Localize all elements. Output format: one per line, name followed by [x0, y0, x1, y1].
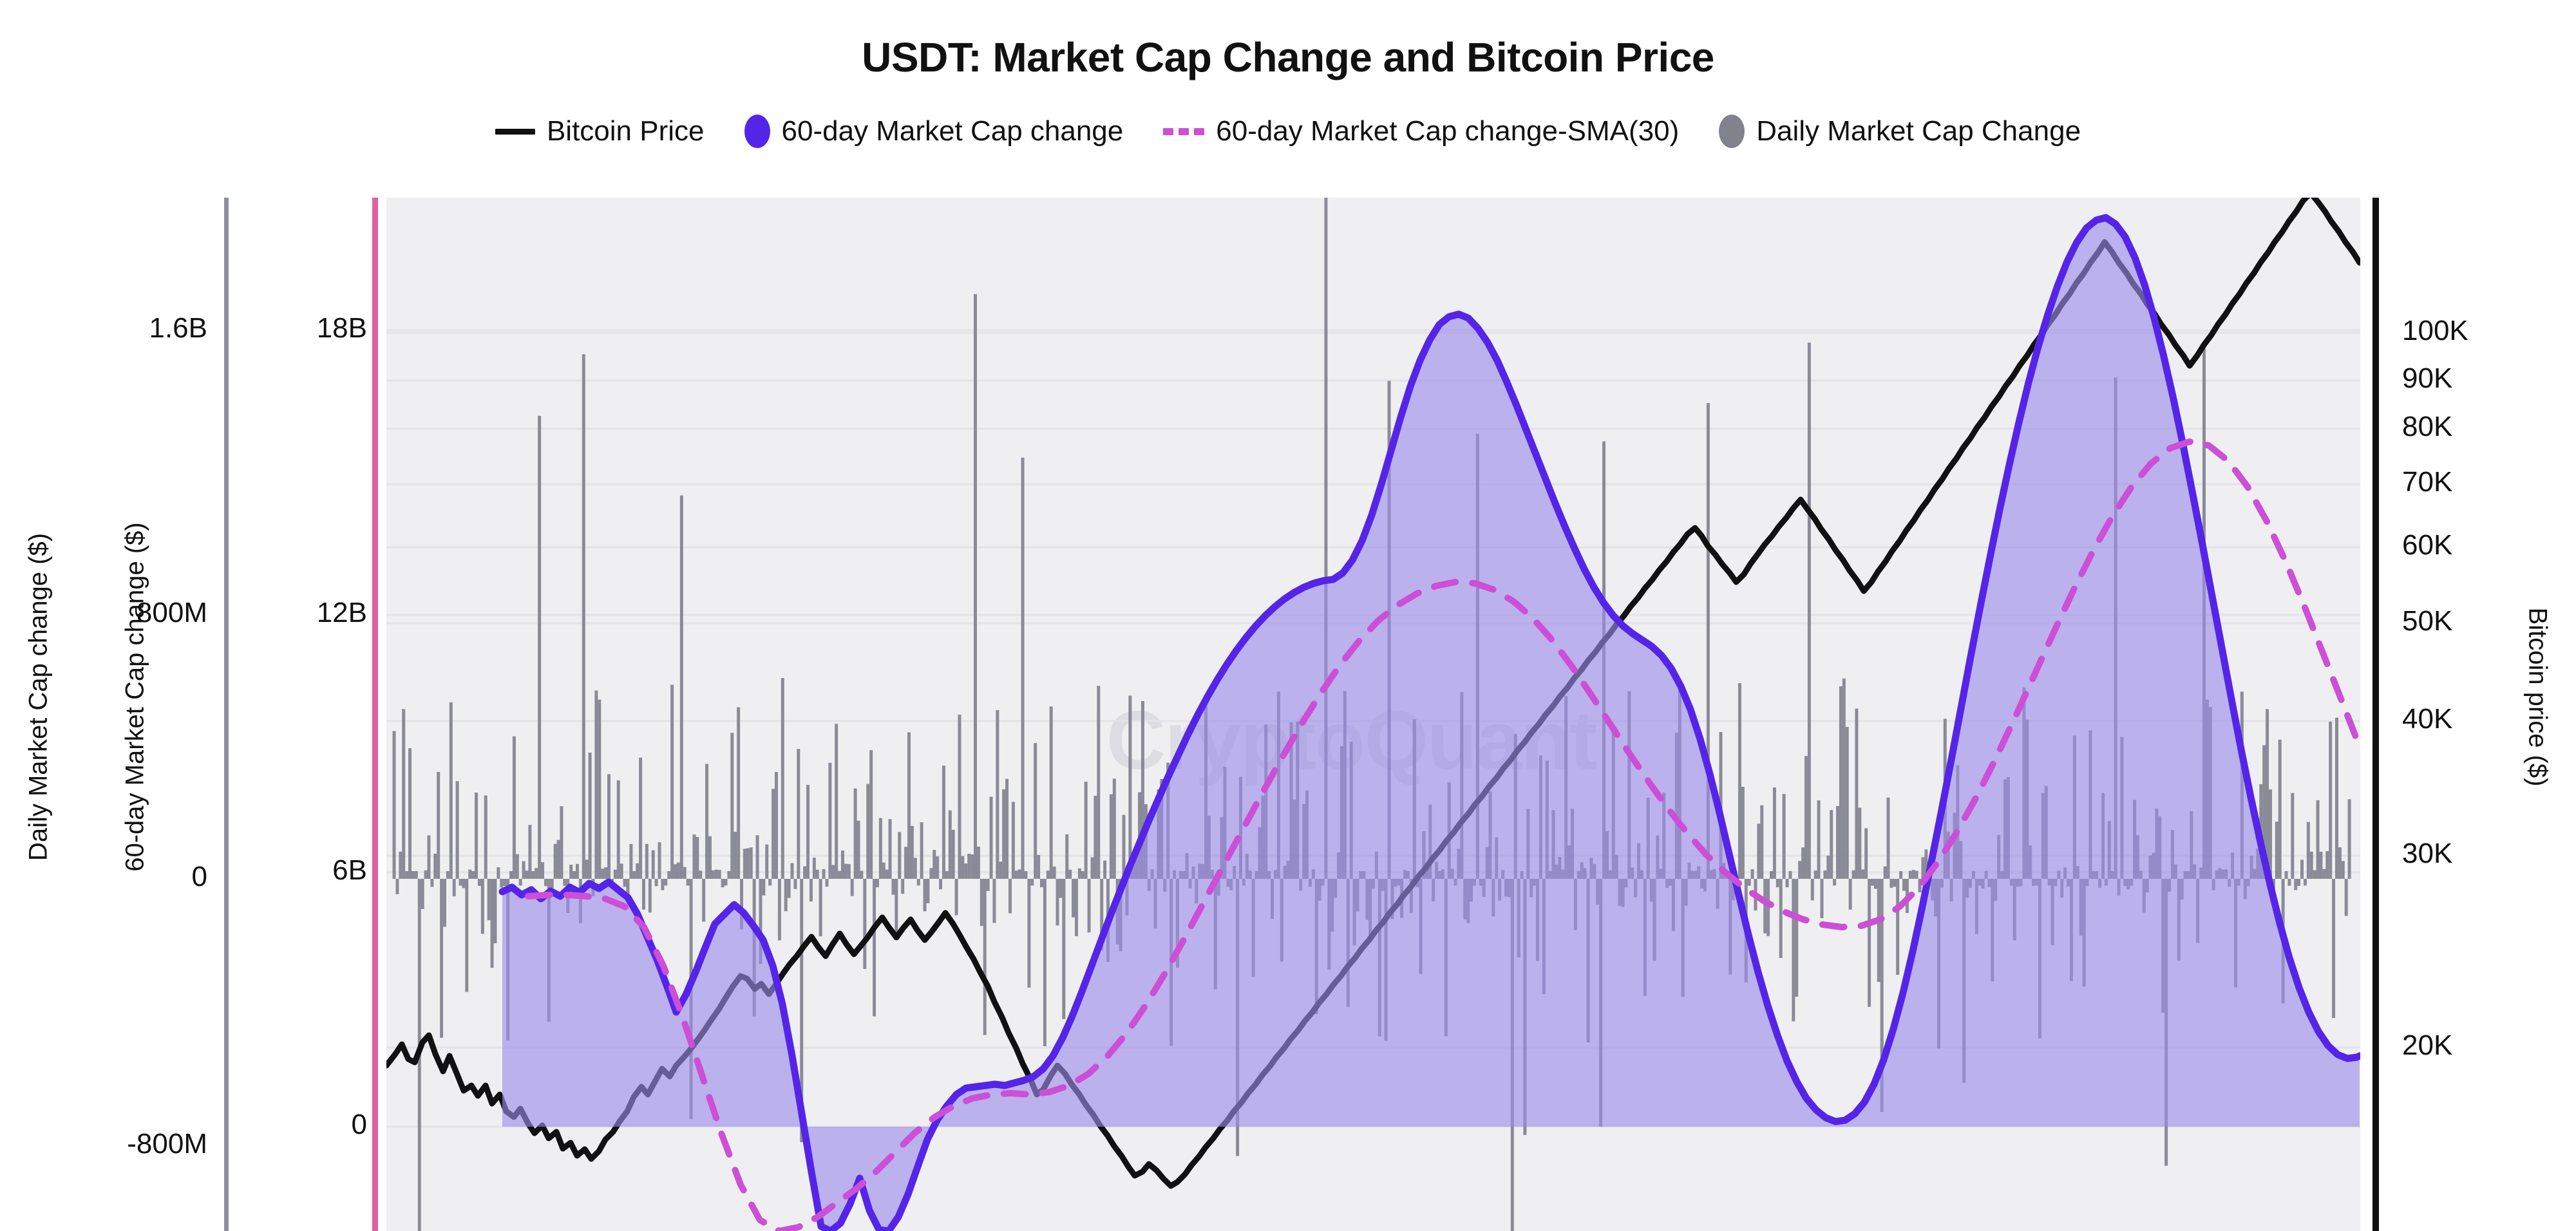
axis-title-bitcoin: Bitcoin price ($)	[2523, 607, 2552, 787]
tick-bitcoin-7: 30K	[2402, 838, 2453, 869]
legend-dash-icon	[1163, 127, 1205, 135]
legend-label: Daily Market Cap Change	[1756, 115, 2081, 147]
legend-label: Bitcoin Price	[546, 115, 705, 147]
legend-item-2[interactable]: 60-day Market Cap change-SMA(30)	[1163, 115, 1679, 147]
area-fill	[502, 218, 2360, 1231]
tick-bitcoin-3: 70K	[2402, 466, 2453, 498]
tick-bitcoin-1: 90K	[2402, 362, 2453, 394]
chart-legend: Bitcoin Price 60-day Market Cap change 60-…	[0, 115, 2576, 148]
tick-bitcoin-0: 100K	[2402, 315, 2468, 346]
tick-bitcoin-5: 50K	[2402, 605, 2453, 637]
series-2	[525, 438, 2360, 1231]
chart-canvas	[386, 198, 2360, 1231]
legend-line-icon	[495, 128, 535, 135]
plot-area: CryptoQuant	[386, 198, 2360, 1231]
tick-daily-0: 1.6B	[149, 312, 207, 344]
tick-bitcoin-6: 40K	[2402, 703, 2453, 735]
legend-dot-icon	[1719, 115, 1745, 148]
legend-dot-icon	[744, 115, 770, 148]
axis-title-daily: Daily Market Cap change ($)	[24, 532, 53, 861]
tick-daily-3: -800M	[127, 1128, 207, 1160]
legend-item-1[interactable]: 60-day Market Cap change	[744, 115, 1124, 148]
tick-bitcoin-4: 60K	[2402, 529, 2453, 561]
series-line	[525, 438, 2360, 1231]
tick-daily-2: 0	[191, 861, 207, 892]
tick-sixtyday-2: 6B	[332, 854, 367, 886]
legend-label: 60-day Market Cap change-SMA(30)	[1216, 115, 1680, 147]
legend-label: 60-day Market Cap change	[781, 115, 1124, 147]
tick-bitcoin-8: 20K	[2402, 1029, 2453, 1061]
legend-item-0[interactable]: Bitcoin Price	[495, 115, 705, 147]
tick-daily-1: 800M	[136, 597, 207, 628]
tick-sixtyday-1: 12B	[316, 597, 367, 628]
axis-spine-daily	[224, 198, 229, 1231]
series-1	[498, 214, 2360, 1231]
series-line	[498, 214, 2360, 1231]
legend-item-3[interactable]: Daily Market Cap Change	[1719, 115, 2081, 148]
page-title: USDT: Market Cap Change and Bitcoin Pric…	[862, 34, 1714, 80]
axis-title-sixtyday: 60-day Market Cap change ($)	[120, 522, 149, 872]
tick-sixtyday-0: 18B	[316, 312, 367, 344]
tick-bitcoin-2: 80K	[2402, 411, 2453, 442]
axis-spine-sixtyday	[372, 198, 378, 1231]
axis-spine-bitcoin	[2372, 198, 2379, 1231]
tick-sixtyday-3: 0	[351, 1109, 367, 1140]
